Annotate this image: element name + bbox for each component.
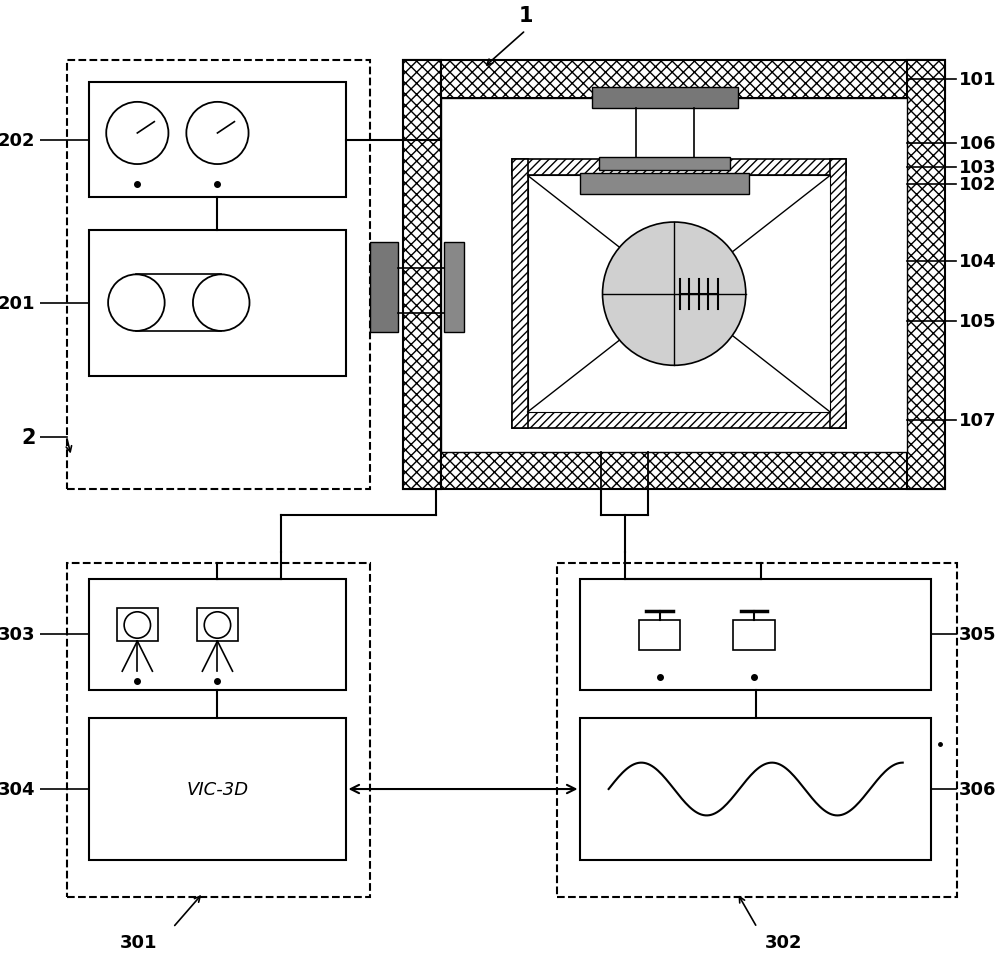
Bar (580, 174, 749, 195)
Text: 301: 301 (120, 933, 158, 951)
Text: 2: 2 (21, 428, 36, 448)
Bar (580, 579, 931, 690)
Circle shape (106, 103, 168, 165)
Bar (733, 620, 775, 651)
Text: 305: 305 (959, 626, 997, 644)
Text: 105: 105 (959, 313, 997, 330)
Bar (403, 452, 945, 490)
Bar (370, 243, 398, 333)
Bar (89, 83, 346, 198)
Text: 106: 106 (959, 135, 997, 153)
Bar (117, 608, 158, 641)
Circle shape (124, 612, 151, 639)
Circle shape (603, 223, 746, 366)
Text: 102: 102 (959, 175, 997, 193)
Bar (67, 563, 370, 898)
Text: VIC-3D: VIC-3D (186, 781, 249, 799)
Bar (89, 579, 346, 690)
Text: 107: 107 (959, 412, 997, 430)
Text: 103: 103 (959, 159, 997, 177)
Text: 104: 104 (959, 253, 997, 272)
Bar (599, 157, 730, 171)
Bar (444, 243, 464, 333)
Circle shape (204, 612, 231, 639)
Text: 201: 201 (0, 294, 36, 313)
Bar (89, 719, 346, 860)
Text: 1: 1 (518, 6, 533, 26)
Bar (441, 99, 907, 452)
Text: 306: 306 (959, 781, 997, 799)
Bar (639, 620, 680, 651)
Bar (512, 160, 846, 176)
Bar (580, 719, 931, 860)
Text: 202: 202 (0, 132, 36, 150)
Bar (557, 563, 957, 898)
Bar (512, 160, 528, 429)
Bar (197, 608, 238, 641)
Text: 302: 302 (765, 933, 803, 951)
Bar (907, 61, 945, 490)
Bar (830, 160, 846, 429)
Bar (403, 61, 441, 490)
Bar (528, 176, 830, 413)
Text: 304: 304 (0, 781, 36, 799)
Bar (592, 88, 738, 109)
Bar (403, 61, 945, 99)
Text: 101: 101 (959, 71, 997, 90)
Circle shape (186, 103, 249, 165)
Bar (67, 61, 370, 490)
Bar (512, 413, 846, 429)
Bar (89, 231, 346, 376)
Text: 303: 303 (0, 626, 36, 644)
Circle shape (193, 275, 250, 332)
Circle shape (108, 275, 165, 332)
